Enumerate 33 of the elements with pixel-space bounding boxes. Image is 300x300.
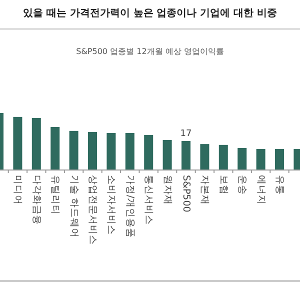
x-tick-label: 자본재 xyxy=(199,175,210,205)
chart-title: 있을 때는 가격전가력이 높은 업종이나 기업에 대한 비중 xyxy=(22,8,278,19)
bar xyxy=(50,126,60,170)
chart-subtitle: S&P500 업종별 12개월 예상 영업이익률 xyxy=(76,47,224,56)
x-tick-label: 유통 xyxy=(274,175,285,195)
bar xyxy=(256,149,266,170)
x-tick-label: 유틸리티 xyxy=(50,175,61,215)
x-tick-label: 소비자서비스 xyxy=(106,175,117,235)
x-tick-label: 통신서비스 xyxy=(143,175,154,225)
bar xyxy=(238,148,247,170)
bar xyxy=(275,149,284,170)
bar xyxy=(13,116,22,170)
x-tick-label: 가정/개인용품 xyxy=(124,175,136,238)
x-tick-label: 다각화금융 xyxy=(30,175,42,225)
bar xyxy=(144,135,154,170)
bar xyxy=(32,118,41,170)
x-tick-label: 상업전문서비스 xyxy=(87,175,98,245)
x-tick-label: 에너지 xyxy=(255,175,266,205)
x-tick-label: 기술 하드웨어 xyxy=(68,175,80,238)
x-tick-label: 미디어 xyxy=(12,175,24,205)
x-tick-label: 보험 xyxy=(218,175,229,195)
bar xyxy=(69,130,78,170)
bar xyxy=(218,144,228,170)
bar xyxy=(162,140,172,170)
bar xyxy=(200,144,210,170)
bar xyxy=(182,140,190,170)
x-tick-label: 운송 xyxy=(236,175,248,195)
x-tick-label: S&P500 xyxy=(180,175,192,212)
x-tick-label: 원자재 xyxy=(162,175,173,205)
bar xyxy=(125,132,134,170)
bar xyxy=(88,132,97,170)
data-label: 17 xyxy=(180,128,192,139)
bar xyxy=(106,132,116,170)
